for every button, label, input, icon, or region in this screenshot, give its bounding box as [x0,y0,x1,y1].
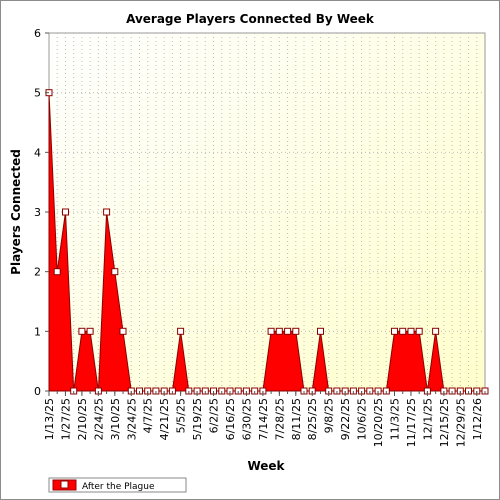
y-axis-label: Players Connected [9,149,23,275]
x-tick-label: 4/7/25 [142,398,155,433]
x-tick-label: 10/20/25 [372,398,385,447]
data-point [284,327,292,335]
data-point [119,327,127,335]
data-point [78,327,86,335]
data-point [267,327,275,335]
y-tick-label: 6 [34,27,41,40]
x-tick-label: 6/30/25 [240,398,253,440]
x-tick-label: 12/29/25 [454,398,467,447]
x-tick-label: 3/24/25 [125,398,138,440]
x-tick-label: 6/16/25 [224,398,237,440]
x-tick-label: 6/2/25 [208,398,221,433]
legend-label: After the Plague [82,482,155,492]
x-tick-label: 8/11/25 [290,398,303,440]
y-tick-label: 4 [34,146,41,159]
x-tick-label: 5/19/25 [191,398,204,440]
x-tick-label: 2/24/25 [92,398,105,440]
y-tick-label: 3 [34,206,41,219]
data-point [53,268,61,276]
x-tick-label: 11/17/25 [405,398,418,447]
data-point [86,327,94,335]
x-tick-label: 12/15/25 [438,398,451,447]
data-point [407,327,415,335]
x-tick-label: 4/21/25 [158,398,171,440]
y-tick-label: 2 [34,266,41,279]
y-tick-label: 5 [34,87,41,100]
y-tick-label: 1 [34,325,41,338]
x-tick-label: 9/22/25 [339,398,352,440]
legend-marker [60,480,69,489]
x-tick-label: 1/12/26 [471,398,484,440]
data-point [432,327,440,335]
data-point [62,208,69,216]
x-tick-label: 7/28/25 [273,398,286,440]
data-point [292,327,300,335]
x-tick-label: 1/13/25 [43,398,56,440]
x-tick-label: 3/10/25 [109,398,122,440]
data-point [399,327,407,335]
data-point [177,327,185,335]
x-tick-label: 9/8/25 [323,398,336,433]
x-tick-label: 8/25/25 [306,398,319,440]
x-axis: 1/13/25 1/27/25 2/10/25 2/24/25 3/10/25 3/24/… [43,391,486,447]
x-tick-label: 1/27/25 [60,398,73,440]
chart-title: Average Players Connected By Week [126,12,375,26]
x-tick-label: 5/5/25 [175,398,188,433]
y-axis: 0 1 2 3 4 5 6 [34,27,49,398]
x-axis-label: Week [247,459,285,473]
legend: After the Plague [48,477,187,493]
x-tick-label: 11/3/25 [389,398,402,440]
y-tick-label: 0 [34,385,41,398]
legend-box [48,477,187,493]
x-tick-label: 12/1/25 [421,398,434,440]
data-point [317,327,324,335]
x-tick-label: 10/6/25 [356,398,369,440]
data-point [391,327,398,335]
x-tick-label: 2/10/25 [76,398,89,440]
data-point [103,208,111,216]
data-point [415,327,423,335]
x-tick-label: 7/14/25 [257,398,270,440]
data-point [275,327,283,335]
data-point [111,268,119,276]
